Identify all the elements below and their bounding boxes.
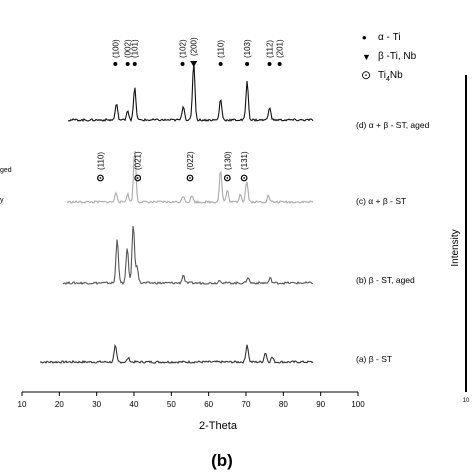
y-axis-label: Intensity xyxy=(450,229,461,266)
peak-label-ti4nb: (130) xyxy=(223,151,232,170)
beta-ti-nb-marker xyxy=(190,61,198,67)
legend-text-ti4nb: Ti4Nb xyxy=(378,70,403,83)
left-edge-label-1: ged xyxy=(0,167,12,174)
right-intensity-axis: Intensity 10 xyxy=(450,75,470,404)
ti4nb-marker-dot xyxy=(226,177,229,179)
x-tick-label: 30 xyxy=(92,400,101,409)
alpha-ti-marker xyxy=(277,62,282,66)
peak-label-ti4nb: (110) xyxy=(96,152,105,170)
alpha-ti-marker xyxy=(125,62,130,66)
alpha-ti-marker xyxy=(113,62,118,66)
peak-label-beta: (200) xyxy=(190,37,199,56)
xrd-trace-c xyxy=(66,150,314,204)
panel-label: (b) xyxy=(211,451,233,470)
x-tick-label: 90 xyxy=(316,400,325,409)
x-axis-label: 2-Theta xyxy=(199,420,238,432)
xrd-trace-b xyxy=(62,225,314,286)
xrd-traces xyxy=(39,63,314,364)
ti4nb-marker-ring xyxy=(240,174,248,182)
peak-label-ti4nb: (131) xyxy=(240,151,249,170)
alpha-ti-marker xyxy=(245,62,250,66)
series-label-c: (c) α + β - ST xyxy=(356,196,406,206)
xrd-trace-d xyxy=(67,63,314,123)
peak-label-alpha: (101) xyxy=(131,39,140,58)
peak-label-alpha: (100) xyxy=(111,39,120,58)
x-axis: 10 20 30 40 50 60 70 80 90 100 2-Theta xyxy=(18,391,365,432)
alpha-ti-marker xyxy=(218,62,223,66)
ti4nb-marker-ring xyxy=(134,174,142,182)
ti4nb-marker-dot xyxy=(189,177,191,179)
peak-label-alpha: (002) xyxy=(124,39,133,58)
alpha-ti-marker xyxy=(180,62,185,66)
peak-label-ti4nb: (021) xyxy=(134,151,143,170)
x-axis-ticks: 10 20 30 40 50 60 70 80 90 100 xyxy=(18,392,365,409)
ti4nb-marker-dot xyxy=(243,177,246,179)
ti4nb-marker-ring xyxy=(223,174,231,182)
legend-entry-alpha-ti: • α - Ti xyxy=(362,30,401,45)
x-tick-label: 70 xyxy=(242,400,251,409)
peak-label-alpha: (103) xyxy=(243,39,252,58)
ti4nb-marker-dot xyxy=(99,177,102,179)
legend-text-beta-ti-nb: β -Ti, Nb xyxy=(378,51,417,62)
right-axis-tick-label: 10 xyxy=(463,398,470,404)
legend-symbol-dot: • xyxy=(362,30,367,45)
legend-entry-ti4nb: ⊙ Ti4Nb xyxy=(361,68,403,83)
series-label-b: (b) β - ST, aged xyxy=(356,275,415,285)
x-tick-label: 20 xyxy=(55,400,64,409)
legend: • α - Ti ▼ β -Ti, Nb ⊙ Ti4Nb xyxy=(361,30,417,83)
legend-symbol-circle: ⊙ xyxy=(361,68,371,82)
series-label-d: (d) α + β - ST, aged xyxy=(356,120,430,130)
alpha-ti-marker xyxy=(267,62,272,66)
xrd-trace-a xyxy=(39,343,314,364)
legend-entry-beta-ti-nb: ▼ β -Ti, Nb xyxy=(362,51,417,62)
x-tick-label: 100 xyxy=(351,400,365,409)
series-label-a: (a) β - ST xyxy=(356,354,392,364)
x-tick-label: 80 xyxy=(279,400,288,409)
legend-symbol-triangle: ▼ xyxy=(362,52,371,62)
series-labels: (d) α + β - ST, aged (c) α + β - ST (b) … xyxy=(356,120,430,364)
ti4nb-marker-ring xyxy=(186,174,194,182)
ti4nb-marker-ring xyxy=(96,174,104,182)
x-tick-label: 60 xyxy=(204,400,213,409)
peak-label-alpha: (112) xyxy=(266,40,275,58)
x-tick-label: 10 xyxy=(18,400,27,409)
peak-annotations: (100) (002)(101) (102) (110) (103) (112) (201)… xyxy=(96,37,285,182)
left-edge-label-2: y xyxy=(0,197,4,204)
ti4nb-marker-dot xyxy=(136,177,139,179)
peak-label-ti4nb: (022) xyxy=(186,151,195,170)
x-tick-label: 50 xyxy=(167,400,176,409)
alpha-ti-marker xyxy=(132,62,137,66)
peak-label-alpha: (102) xyxy=(179,39,188,58)
peak-label-alpha: (201) xyxy=(276,39,285,58)
legend-text-alpha-ti: α - Ti xyxy=(378,32,401,43)
peak-label-alpha: (110) xyxy=(217,40,226,58)
x-tick-label: 40 xyxy=(130,400,139,409)
